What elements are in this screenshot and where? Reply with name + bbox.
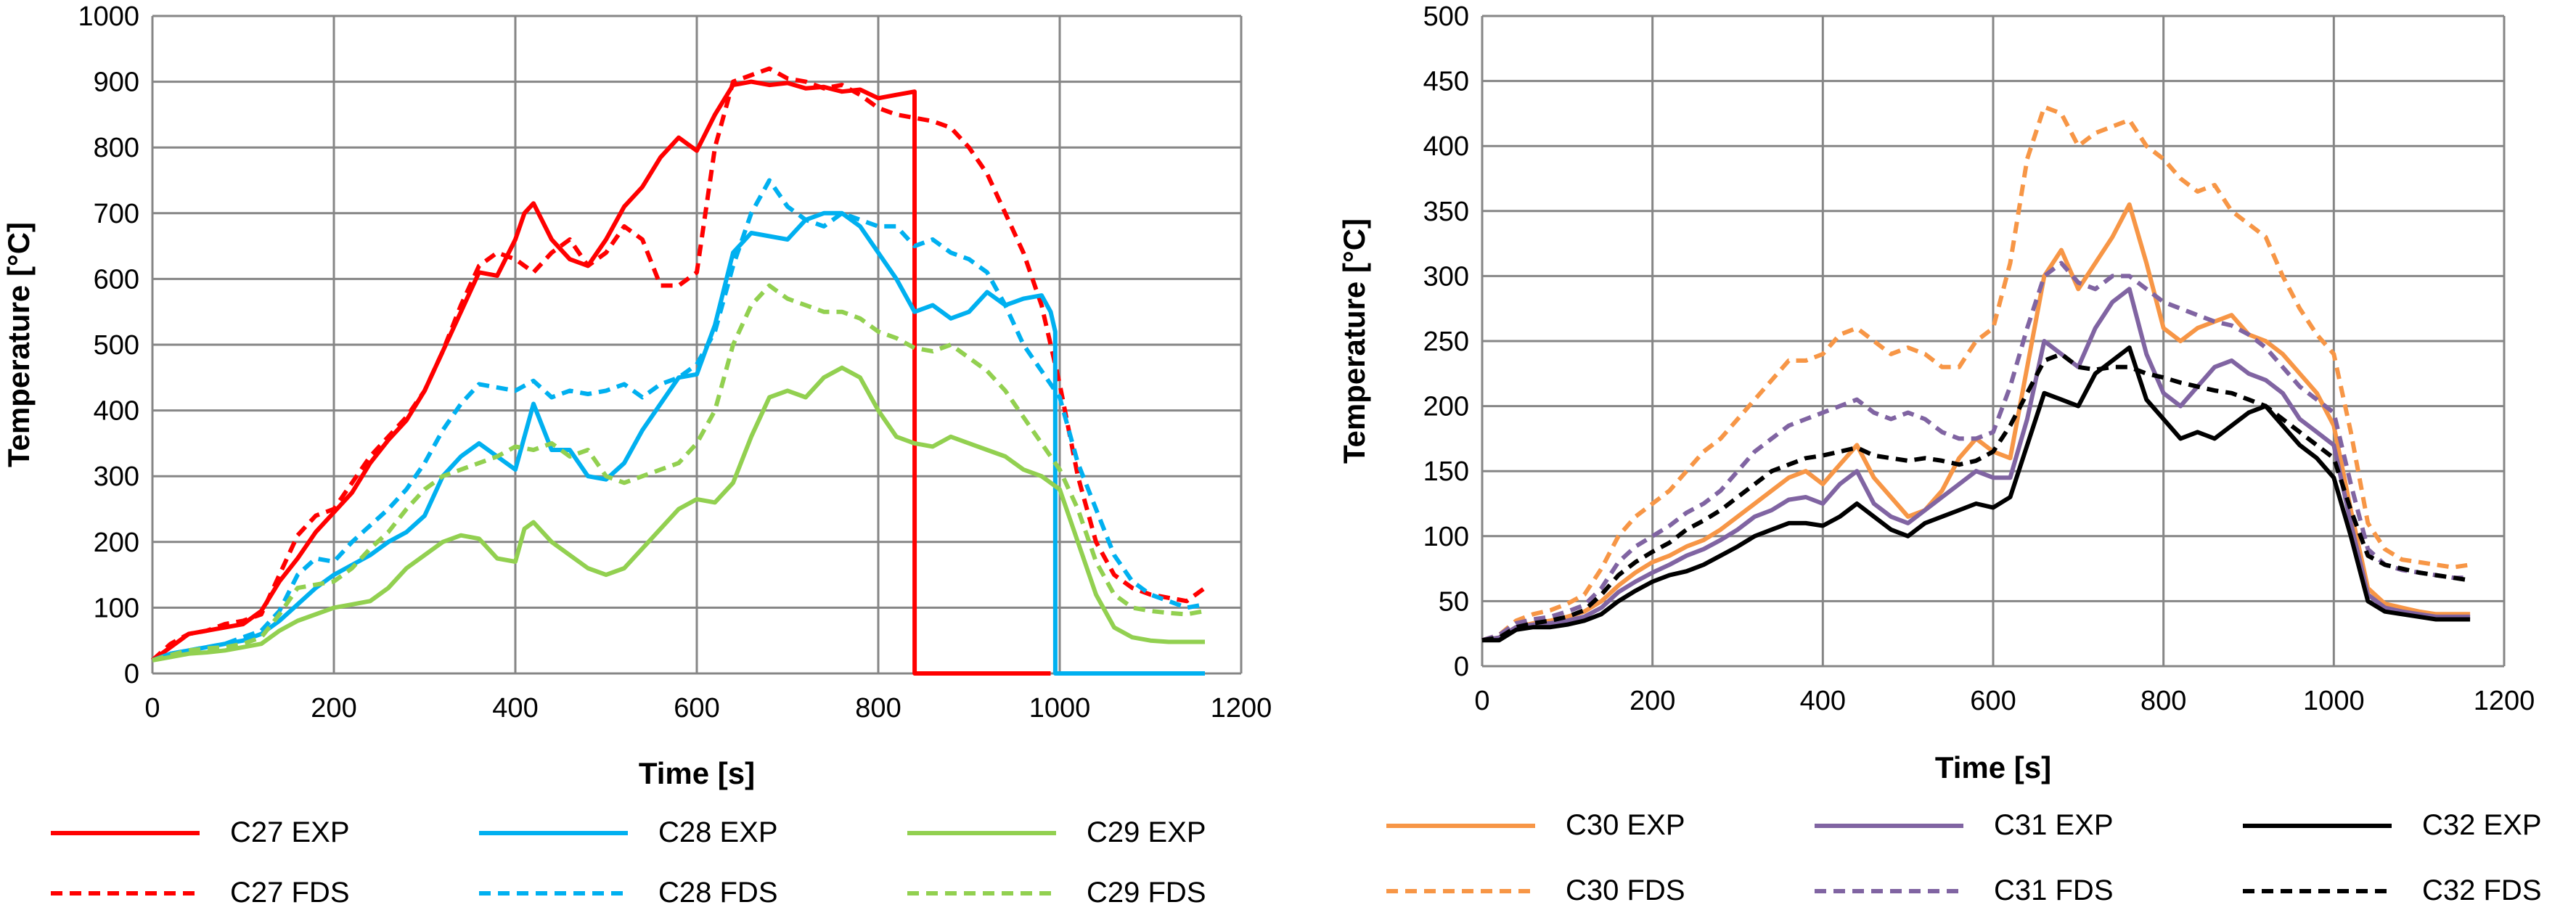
legend-label: C30 FDS [1566,874,1685,906]
legend-label: C27 FDS [230,877,350,909]
x-tick-label: 600 [674,693,719,724]
x-tick-label: 800 [2140,686,2186,716]
y-tick-label: 200 [94,528,139,558]
x-tick-label: 400 [492,693,538,724]
x-tick-label: 1000 [1029,693,1091,724]
series-line-c31-fds [1481,261,2471,643]
legend: C27 EXP C27 FDS C28 EXP C28 FDS C29 EXP C29 F… [51,816,1206,909]
y-axis-title: Temperature [°C] [1337,218,1371,464]
legend-label: C29 FDS [1087,877,1206,909]
chart-1: 0 100 200 300 400 500 600 700 800 900 1000 0 200 400 6… [1,1,1272,909]
x-axis-title: Time [s] [1935,750,2051,784]
legend-label: C27 EXP [230,816,350,848]
series-line-c28-fds [151,178,1206,663]
y-tick-label: 600 [94,264,139,295]
x-tick-label: 1200 [2474,686,2535,716]
y-tick-label: 400 [1423,131,1469,162]
x-axis-title: Time [s] [639,756,755,790]
series-line-c32-fds [1481,351,2471,643]
gridlines [1481,15,2506,668]
legend: C30 EXP C30 FDS C31 EXP C31 FDS C32 EXP C32 F… [1386,809,2542,906]
legend-label: C28 FDS [658,877,778,909]
y-tick-label: 300 [1423,261,1469,292]
series-line-c27-exp [151,79,1051,676]
x-tick-label: 1000 [2303,686,2365,716]
y-tick-label: 500 [94,330,139,361]
x-tick-label: 0 [1474,686,1489,716]
series-line-c30-fds [1481,104,2471,643]
x-tick-label: 200 [1630,686,1675,716]
y-tick-label: 150 [1423,456,1469,487]
series-line-c30-exp [1481,202,2471,643]
series-line-c32-exp [1482,345,2471,643]
y-tick-label: 100 [94,593,139,623]
legend-label: C30 EXP [1566,809,1685,841]
series-line-c27-fds [150,66,1206,663]
y-tick-label: 500 [1423,1,1469,32]
y-tick-label: 200 [1423,392,1469,422]
y-tick-label: 0 [124,659,139,689]
x-tick-label: 400 [1800,686,1846,716]
x-tick-label: 200 [311,693,356,724]
y-tick-label: 1000 [78,1,139,32]
series-line-c29-exp [152,365,1205,663]
y-tick-label: 450 [1423,67,1469,97]
y-tick-label: 0 [1454,652,1469,682]
y-tick-label: 800 [94,133,139,163]
series-line-c28-exp [151,210,1205,676]
x-tick-label: 800 [855,693,901,724]
y-tick-label: 700 [94,199,139,229]
y-tick-label: 50 [1439,586,1469,617]
x-tick-label: 600 [1970,686,2016,716]
gridlines [151,15,1243,675]
series-line-c31-exp [1481,287,2471,643]
y-tick-label: 350 [1423,197,1469,227]
chart-2: 0 50 100 150 200 250 300 350 400 450 500 0 200 400 600… [1337,1,2542,906]
y-tick-label: 100 [1423,522,1469,552]
legend-label: C31 EXP [1994,809,2114,841]
y-tick-label: 300 [94,462,139,492]
x-tick-label: 0 [144,693,160,724]
y-tick-label: 400 [94,396,139,427]
y-axis-title: Temperature [°C] [1,222,36,467]
series-line-c29-fds [152,283,1206,663]
legend-label: C31 FDS [1994,874,2114,906]
legend-label: C28 EXP [658,816,778,848]
legend-label: C29 EXP [1087,816,1206,848]
y-tick-label: 250 [1423,327,1469,357]
x-tick-label: 1200 [1211,693,1272,724]
legend-label: C32 FDS [2422,874,2542,906]
legend-label: C32 EXP [2422,809,2542,841]
y-tick-label: 900 [94,67,139,98]
